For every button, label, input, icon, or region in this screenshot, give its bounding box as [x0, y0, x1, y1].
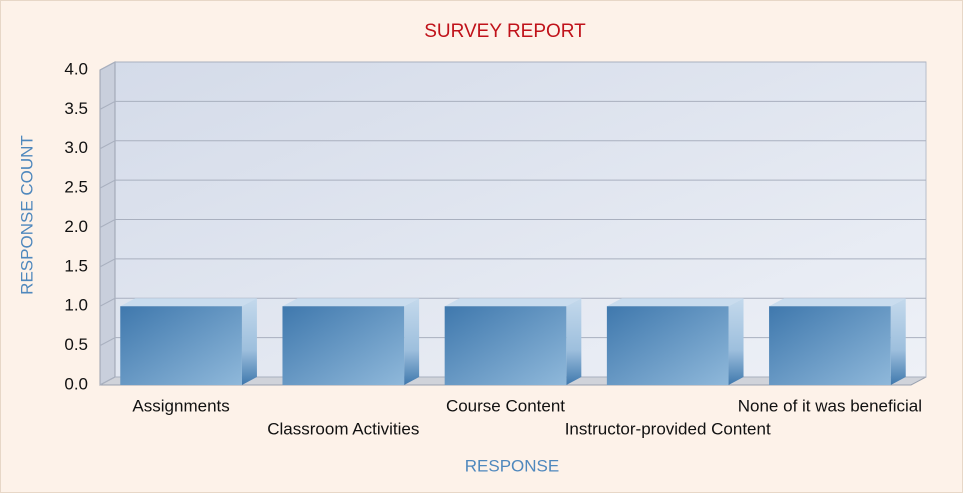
- bar-top: [769, 298, 906, 307]
- y-tick-label: 0.0: [64, 374, 88, 393]
- grid-line: [99, 100, 926, 110]
- y-axis-label: RESPONSE COUNT: [17, 135, 36, 295]
- bar: [120, 306, 242, 385]
- bar-side: [404, 298, 420, 385]
- y-tick-label: 1.5: [64, 256, 88, 275]
- y-tick-label: 2.5: [64, 178, 88, 197]
- bar: [606, 306, 729, 385]
- x-tick-label: Assignments: [132, 396, 229, 415]
- grid-line: [99, 219, 926, 228]
- y-tick-label: 1.0: [64, 296, 88, 315]
- grid-line: [99, 179, 926, 189]
- bar-top: [444, 298, 582, 307]
- x-axis-label: RESPONSE: [465, 456, 559, 475]
- y-tick-label: 4.0: [64, 59, 88, 78]
- bar: [444, 306, 567, 385]
- x-tick-label: Classroom Activities: [267, 419, 419, 438]
- bar: [282, 306, 405, 385]
- bar-side: [241, 298, 257, 385]
- x-tick-label: Instructor-provided Content: [565, 419, 771, 438]
- bar-side: [890, 298, 906, 385]
- grid-line: [99, 61, 926, 71]
- x-tick-label: None of it was beneficial: [738, 396, 922, 415]
- bar: [769, 306, 891, 385]
- x-tick-label: Course Content: [446, 396, 565, 415]
- grid-line: [99, 258, 926, 268]
- bar-top: [606, 298, 744, 307]
- bar-top: [120, 298, 257, 307]
- y-tick-label: 0.5: [64, 335, 88, 354]
- grid-line: [99, 140, 926, 150]
- bar-side: [566, 298, 582, 385]
- bar-top: [282, 298, 420, 307]
- y-tick-label: 3.0: [64, 138, 88, 157]
- bar-side: [728, 298, 744, 385]
- y-tick-label: 3.5: [64, 99, 88, 118]
- chart-title: SURVEY REPORT: [424, 21, 586, 42]
- y-tick-label: 2.0: [64, 217, 88, 236]
